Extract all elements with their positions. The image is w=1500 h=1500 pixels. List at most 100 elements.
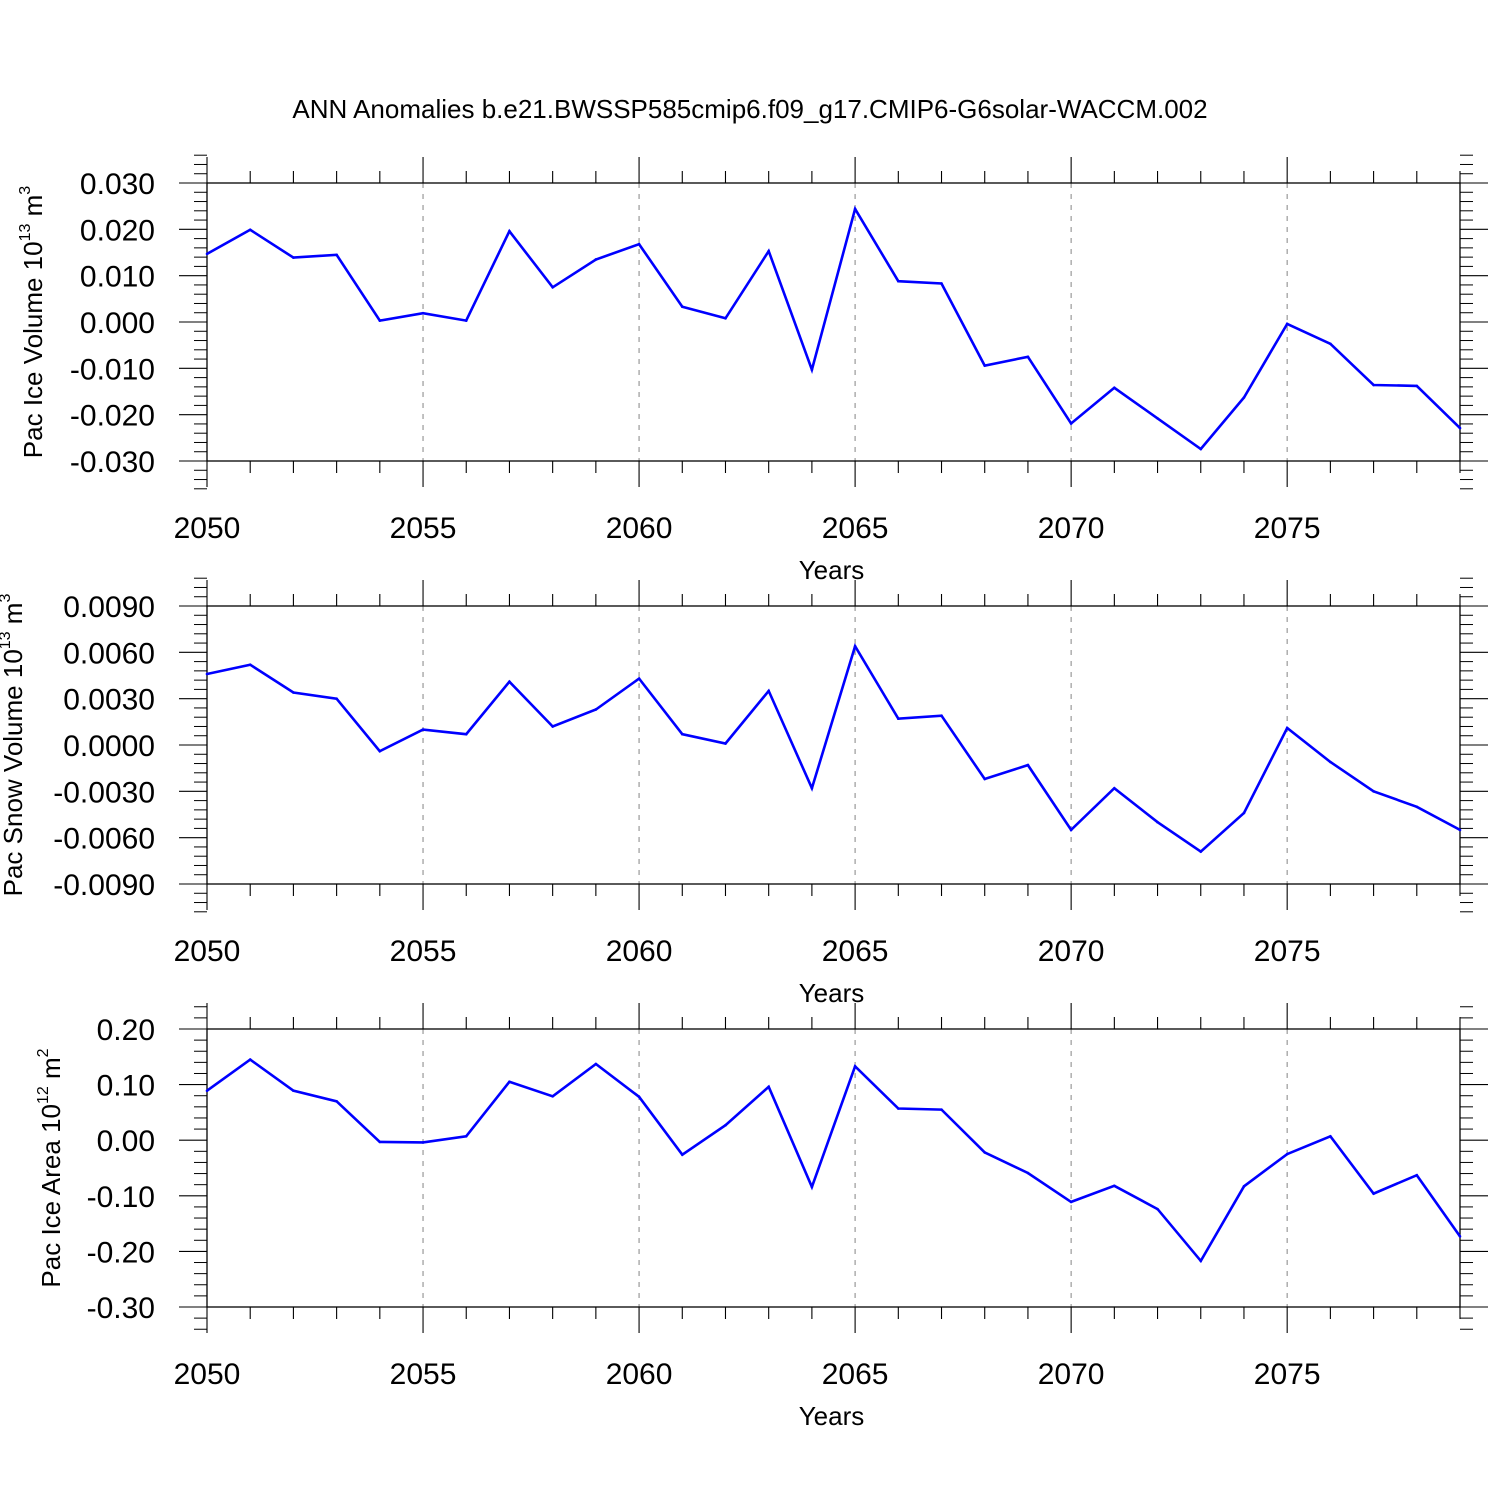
data-point: [508, 229, 511, 233]
data-point: [983, 777, 987, 781]
x-tick-label: 2050: [174, 935, 241, 968]
data-point: [767, 689, 770, 693]
data-point: [1372, 790, 1375, 793]
data-point: [1113, 1184, 1116, 1188]
data-point: [1372, 383, 1375, 387]
data-point: [1285, 1152, 1289, 1156]
data-point: [1156, 417, 1159, 420]
data-point: [335, 697, 338, 700]
data-point: [464, 732, 468, 736]
x-tick-label: 2055: [390, 512, 457, 545]
data-point: [767, 249, 770, 253]
data-point: [464, 319, 468, 322]
y-tick-label: 0.00: [97, 1125, 155, 1158]
y-axis-title: Pac Ice Area 1012 m2: [35, 1048, 66, 1287]
data-point: [724, 316, 727, 320]
y-tick-label: -0.0090: [53, 869, 155, 902]
data-point: [292, 691, 295, 694]
series-line: [206, 1057, 1462, 1264]
data-point: [248, 1058, 252, 1061]
data-point: [205, 252, 209, 256]
data-point: [1415, 805, 1419, 809]
data-point: [594, 1062, 598, 1066]
data-point: [1113, 386, 1116, 390]
data-point: [810, 368, 814, 372]
data-point: [335, 1099, 338, 1103]
y-axis-title-unit: m: [0, 603, 28, 632]
data-point: [680, 1153, 684, 1156]
data-point: [421, 311, 425, 315]
x-tick-label: 2075: [1254, 935, 1321, 968]
data-point: [1069, 422, 1073, 425]
data-point: [1199, 447, 1203, 451]
data-point: [940, 282, 943, 285]
series-line: [206, 205, 1461, 451]
data-point: [508, 680, 511, 683]
data-point: [853, 207, 857, 211]
data-point: [1113, 786, 1116, 790]
data-point: [378, 749, 382, 753]
data-point: [1199, 850, 1203, 853]
y-tick-label: 0.0000: [63, 730, 155, 763]
data-point: [853, 644, 857, 648]
panel-3: -0.30 -0.20 -0.10 0.00 0.10 0.20 2050 2055 2060 2…: [35, 1003, 1488, 1431]
y-tick-label: 0.000: [80, 307, 155, 340]
data-point: [810, 786, 814, 790]
data-point: [335, 253, 338, 257]
x-axis-title: Years: [799, 555, 865, 585]
y-tick-label: 0.020: [80, 214, 155, 247]
y-tick-label: 0.0090: [63, 591, 155, 624]
data-point: [940, 714, 943, 717]
data-point: [1069, 1200, 1073, 1204]
plot-frame: [206, 182, 1461, 462]
data-point: [1156, 1207, 1159, 1211]
data-point: [983, 1151, 987, 1154]
y-axis-title: Pac Snow Volume 1013 m3: [0, 594, 28, 897]
data-point: [853, 1064, 857, 1068]
x-tick-label: 2055: [390, 1358, 457, 1391]
y-axis-title-exponent: 13: [17, 223, 34, 241]
y-tick-label: 0.0030: [63, 684, 155, 717]
data-point: [205, 1089, 209, 1093]
y-axis-title-unit-exponent: 2: [35, 1048, 52, 1057]
data-point: [464, 1135, 468, 1138]
data-point: [897, 279, 900, 283]
data-point: [551, 285, 554, 289]
data-point: [1415, 384, 1419, 388]
panel-2: -0.0090 -0.0060 -0.0030 0.0000 0.0030 0.0060 0…: [0, 577, 1488, 1008]
data-point: [637, 677, 641, 680]
x-tick-label: 2060: [606, 935, 673, 968]
x-tick-label: 2075: [1254, 1358, 1321, 1391]
y-tick-label: -0.0060: [53, 823, 155, 856]
data-point: [1285, 322, 1289, 326]
x-tick-label: 2065: [822, 512, 889, 545]
data-point: [421, 1141, 425, 1144]
data-point: [1458, 828, 1462, 832]
data-point: [594, 708, 598, 711]
y-tick-label: -0.30: [87, 1292, 155, 1325]
data-point: [248, 228, 252, 232]
plot-frame: [206, 1028, 1461, 1308]
data-point: [378, 319, 382, 322]
data-point: [897, 1107, 900, 1110]
x-tick-label: 2070: [1038, 1358, 1105, 1391]
x-tick-label: 2070: [1038, 512, 1105, 545]
data-point: [248, 663, 252, 666]
data-point: [1026, 355, 1030, 359]
y-tick-label: -0.0030: [53, 776, 155, 809]
data-point: [1458, 426, 1462, 430]
data-point: [378, 1140, 382, 1144]
data-point: [810, 1185, 814, 1189]
data-point: [594, 258, 598, 261]
data-point: [680, 732, 684, 736]
data-point: [551, 725, 554, 728]
x-tick-label: 2050: [174, 512, 241, 545]
y-axis-title-unit-exponent: 3: [0, 594, 14, 603]
data-point: [1026, 763, 1030, 767]
data-point: [1069, 828, 1073, 832]
data-point: [508, 1080, 511, 1084]
y-tick-label: -0.20: [87, 1236, 155, 1269]
panels: -0.030-0.020-0.0100.0000.0100.0200.03020…: [0, 154, 1488, 1431]
x-tick-label: 2055: [390, 935, 457, 968]
